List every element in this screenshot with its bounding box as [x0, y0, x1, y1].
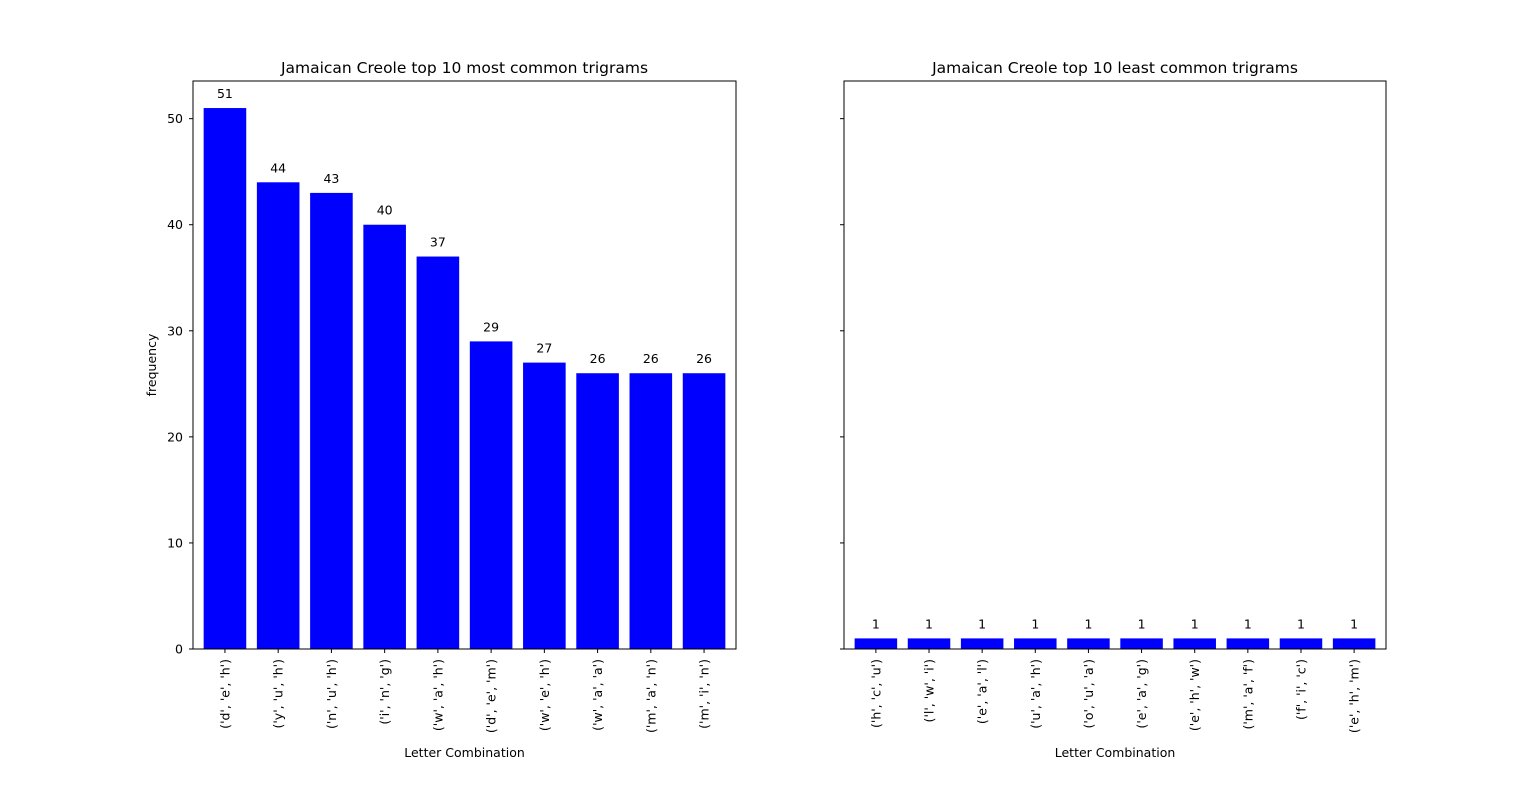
- bar-value-label: 43: [323, 171, 339, 186]
- bar: [960, 638, 1004, 649]
- bar-value-label: 1: [1244, 616, 1252, 631]
- y-tick-label: 10: [167, 535, 183, 550]
- bar-value-label: 1: [1138, 616, 1146, 631]
- x-tick-label: ('e', 'a', 'l'): [975, 659, 990, 724]
- y-tick-label: 40: [167, 217, 183, 232]
- x-axis-label: Letter Combination: [404, 745, 525, 760]
- bar: [1332, 638, 1376, 649]
- bar-value-label: 40: [377, 203, 393, 218]
- x-tick-label: ('d', 'e', 'm'): [484, 659, 499, 733]
- bar-value-label: 1: [1297, 616, 1305, 631]
- bar: [310, 192, 353, 649]
- bar: [854, 638, 898, 649]
- x-tick-label: ('o', 'u', 'a'): [1081, 659, 1096, 729]
- x-tick-label: ('m', 'a', 'f'): [1240, 659, 1255, 730]
- bar: [629, 373, 673, 649]
- x-tick-label: ('e', 'h', 'w'): [1187, 659, 1202, 731]
- bar: [682, 373, 726, 649]
- y-tick-label: 0: [175, 642, 183, 657]
- bar-value-label: 1: [1191, 616, 1199, 631]
- x-tick-label: ('y', 'u', 'h'): [271, 659, 286, 729]
- y-tick-label: 50: [167, 111, 183, 126]
- x-tick-label: ('e', 'h', 'm'): [1347, 659, 1362, 733]
- x-tick-label: ('m', 'a', 'n'): [643, 659, 658, 733]
- x-tick-label: ('i', 'n', 'g'): [377, 659, 392, 725]
- bar-value-label: 26: [696, 351, 712, 366]
- bar-value-label: 26: [590, 351, 606, 366]
- y-axis-label: frequency: [144, 333, 159, 396]
- bar-value-label: 1: [1084, 616, 1092, 631]
- bar-value-label: 1: [1031, 616, 1039, 631]
- bar: [576, 373, 619, 649]
- bar: [1067, 638, 1110, 649]
- bar-value-label: 37: [430, 235, 446, 250]
- x-tick-label: ('h', 'c', 'u'): [868, 659, 883, 728]
- x-tick-label: ('f', 'i', 'c'): [1293, 659, 1308, 720]
- plot-frame: [843, 80, 1387, 650]
- x-tick-label: ('u', 'a', 'h'): [1028, 659, 1043, 729]
- x-tick-label: ('d', 'e', 'h'): [217, 659, 232, 729]
- x-tick-label: ('w', 'a', 'h'): [430, 659, 445, 731]
- x-tick-label: ('l', 'w', 'i'): [922, 659, 937, 722]
- x-tick-label: ('w', 'a', 'a'): [590, 659, 605, 731]
- bar: [1279, 638, 1323, 649]
- x-tick-label: ('e', 'a', 'g'): [1134, 659, 1149, 729]
- bar: [1014, 638, 1057, 649]
- bar: [907, 638, 951, 649]
- bar-value-label: 1: [1350, 616, 1358, 631]
- x-tick-label: ('w', 'e', 'h'): [537, 659, 552, 731]
- bar-value-label: 29: [483, 319, 499, 334]
- bar: [1173, 638, 1216, 649]
- bar-value-label: 1: [925, 616, 933, 631]
- bar: [363, 224, 406, 649]
- bar: [203, 108, 247, 650]
- bar: [469, 341, 513, 649]
- bar: [1120, 638, 1163, 649]
- bar-value-label: 1: [978, 616, 986, 631]
- bar-value-label: 51: [217, 86, 233, 101]
- x-tick-label: ('n', 'u', 'h'): [324, 659, 339, 729]
- bar: [1226, 638, 1270, 649]
- bar-value-label: 1: [872, 616, 880, 631]
- bar-value-label: 26: [643, 351, 659, 366]
- chart-title: Jamaican Creole top 10 least common trig…: [931, 59, 1298, 77]
- bar-value-label: 27: [536, 341, 552, 356]
- bar: [523, 362, 566, 649]
- bar: [256, 182, 300, 650]
- chart-title: Jamaican Creole top 10 most common trigr…: [280, 59, 648, 77]
- x-axis-label: Letter Combination: [1055, 745, 1176, 760]
- bar-value-label: 44: [270, 160, 286, 175]
- plot-frame: [192, 80, 737, 650]
- bar: [416, 256, 460, 649]
- x-tick-label: ('m', 'i', 'n'): [697, 659, 712, 729]
- y-tick-label: 20: [167, 429, 183, 444]
- y-tick-label: 30: [167, 323, 183, 338]
